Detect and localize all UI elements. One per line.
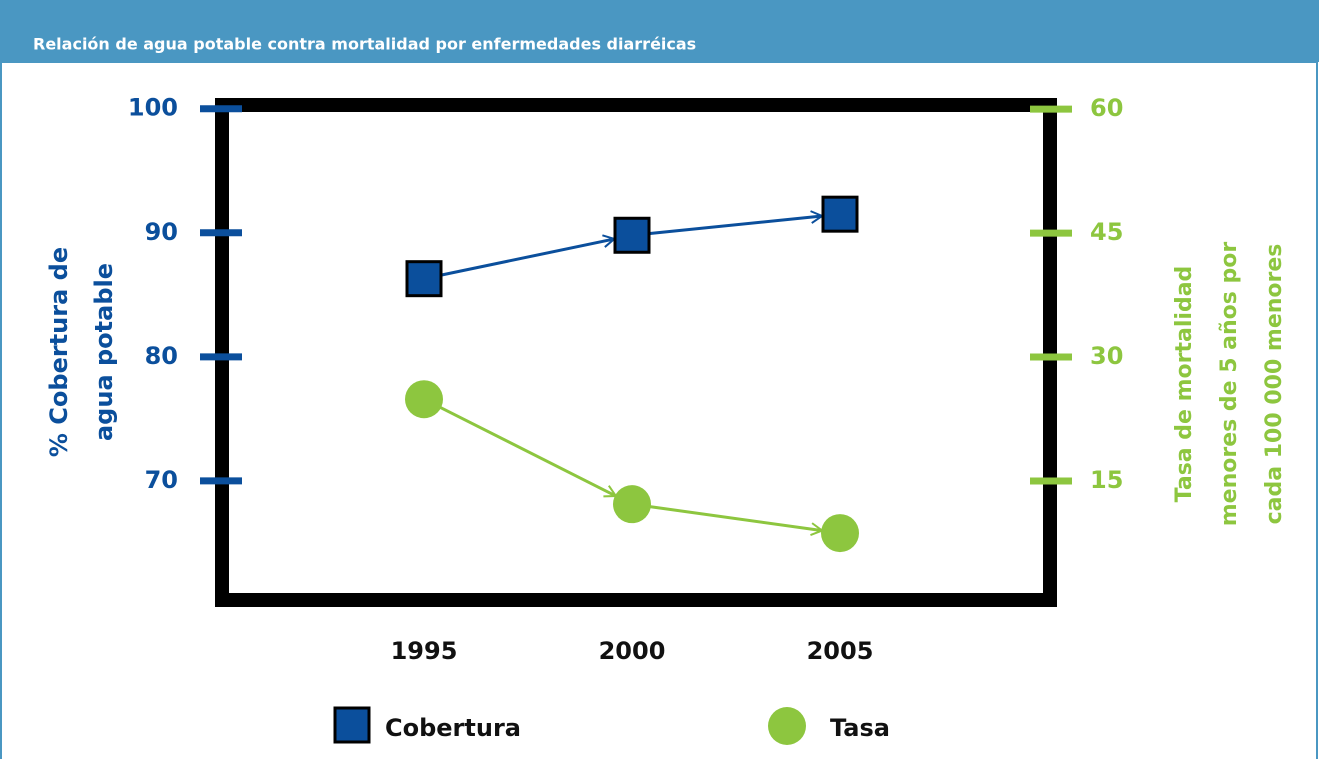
x-tick-label: 2000 [599, 637, 666, 665]
y-axis-title-line: % Cobertura de [45, 247, 73, 457]
y2-axis-title-line: menores de 5 años por [1217, 242, 1242, 527]
y-tick-label: 90 [145, 218, 178, 246]
y-tick-label: 80 [145, 342, 178, 370]
series-line [649, 505, 822, 531]
frame [0, 61, 1318, 759]
y2-tick-label: 45 [1090, 218, 1123, 246]
point [613, 485, 651, 524]
y2-axis-title-line: Tasa de mortalidad [1172, 266, 1197, 503]
series-line [439, 405, 616, 496]
y2-tick-label: 30 [1090, 342, 1123, 370]
plot-frame [215, 98, 1057, 607]
y2-axis-title: Tasa de mortalidad menores de 5 años por c… [1172, 242, 1287, 527]
y-tick-label: 70 [145, 466, 178, 494]
point [405, 260, 443, 298]
series-line [441, 239, 615, 277]
legend-label: Tasa [830, 714, 890, 742]
legend-swatch [768, 707, 806, 745]
legend-label: Cobertura [385, 714, 521, 742]
x-tick-label: 2005 [807, 637, 874, 665]
y2-tick-label: 60 [1090, 94, 1123, 122]
y-tick-label: 100 [128, 94, 178, 122]
point [613, 216, 651, 254]
x-tick-label: 1995 [391, 637, 458, 665]
y-axis-title-line: agua potable [90, 263, 118, 441]
legend-swatch [333, 706, 371, 744]
header-bar [0, 0, 1319, 62]
point [821, 195, 859, 233]
point [821, 514, 859, 553]
series-line [649, 216, 822, 235]
y2-tick-label: 15 [1090, 466, 1123, 494]
y2-axis-title-line: cada 100 000 menores [1262, 244, 1287, 525]
y-axis-title: % Cobertura de agua potable [45, 247, 118, 457]
chart-title: Relación de agua potable contra mortalid… [33, 35, 696, 54]
point [405, 380, 443, 419]
